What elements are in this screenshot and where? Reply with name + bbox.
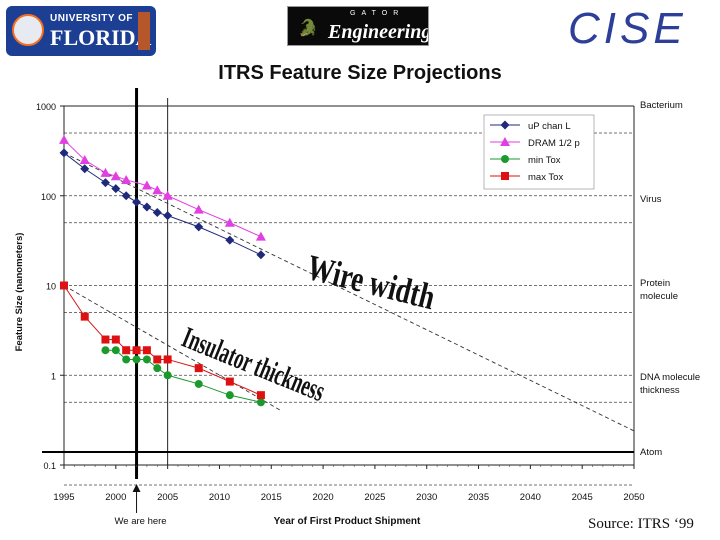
data-point (255, 231, 266, 241)
university-of-florida-logo: UNIVERSITY OF FLORIDA (6, 6, 156, 56)
eng-logo-word: Engineering (328, 21, 429, 43)
we-are-here-label: We are here (114, 516, 166, 527)
data-point (153, 355, 162, 364)
data-point (142, 202, 152, 212)
tower-icon (138, 12, 150, 50)
x-tick-label: 2050 (623, 492, 644, 503)
x-tick-label: 2005 (157, 492, 178, 503)
data-point (152, 208, 162, 218)
y-tick-label: 0.1 (43, 461, 56, 471)
wire-width-label: Wire width (303, 247, 439, 317)
data-point (110, 171, 121, 181)
legend-label: uP chan L (528, 121, 571, 132)
data-point (100, 178, 110, 188)
data-point (132, 355, 141, 364)
legend-label: DRAM 1/2 p (528, 138, 580, 149)
trend-line (63, 152, 635, 432)
x-tick-label: 2035 (468, 492, 489, 503)
reference-label: DNA molecule (640, 372, 700, 383)
reference-label: molecule (640, 291, 678, 302)
data-point (60, 281, 68, 290)
uf-logo-line2: FLORIDA (50, 25, 152, 50)
y-tick-label: 10 (46, 282, 56, 292)
data-point (101, 346, 110, 355)
source-note: Source: ITRS ‘99 (588, 516, 694, 532)
legend-label: max Tox (528, 172, 563, 183)
y-tick-label: 1 (51, 371, 56, 381)
data-point (194, 379, 203, 388)
reference-label: Bacterium (640, 100, 683, 111)
x-tick-label: 2015 (261, 492, 282, 503)
reference-label: Protein (640, 278, 670, 289)
data-point (132, 197, 142, 207)
data-point (256, 398, 265, 407)
reference-label: Atom (640, 447, 662, 458)
legend-marker (501, 172, 509, 180)
uf-logo-line1: UNIVERSITY OF (50, 13, 133, 24)
data-point (225, 377, 234, 386)
chart-title: ITRS Feature Size Projections (218, 62, 502, 84)
data-point (100, 167, 111, 177)
series-line (63, 152, 262, 256)
y-tick-label: 100 (41, 192, 56, 202)
data-point (101, 335, 110, 344)
data-point (122, 346, 131, 355)
legend-marker (500, 137, 510, 146)
data-point (153, 364, 162, 373)
data-point (132, 346, 141, 355)
arrow-up-icon (132, 484, 141, 492)
data-point (142, 346, 151, 355)
y-axis-title: Feature Size (nanometers) (14, 233, 25, 352)
cise-logo: CISE (568, 4, 687, 53)
x-axis-title: Year of First Product Shipment (274, 516, 421, 527)
x-tick-label: 2020 (313, 492, 334, 503)
reference-label: Virus (640, 194, 662, 205)
data-point (162, 190, 173, 200)
x-tick-label: 2010 (209, 492, 230, 503)
x-tick-label: 2045 (572, 492, 593, 503)
data-point (111, 346, 120, 355)
data-point (194, 222, 204, 232)
series-line (105, 349, 262, 403)
seal-icon (12, 14, 44, 46)
gator-icon: 🐊 (298, 20, 318, 37)
data-point (121, 174, 132, 184)
data-point (59, 148, 69, 158)
data-point (142, 355, 151, 364)
data-point (193, 204, 204, 214)
reference-label: thickness (640, 385, 680, 396)
data-point (111, 184, 121, 194)
x-tick-label: 2030 (416, 492, 437, 503)
data-point (111, 335, 120, 344)
legend-label: min Tox (528, 155, 561, 166)
data-point (121, 191, 131, 201)
data-point (256, 391, 265, 400)
data-point (122, 355, 131, 364)
data-point (194, 364, 203, 373)
x-tick-label: 2040 (520, 492, 541, 503)
data-point (163, 211, 173, 221)
data-point (224, 217, 235, 227)
legend-marker (500, 120, 510, 130)
data-point (256, 250, 266, 260)
data-point (141, 180, 152, 190)
x-tick-label: 1995 (53, 492, 74, 503)
data-point (163, 355, 172, 364)
eng-logo-tag: GATOR (350, 10, 405, 17)
x-tick-label: 2025 (364, 492, 385, 503)
data-point (225, 391, 234, 400)
y-tick-label: 1000 (36, 102, 56, 112)
data-point (80, 164, 90, 174)
data-point (152, 185, 163, 195)
gator-engineering-logo: 🐊 GATOR Engineering (287, 6, 429, 46)
x-tick-label: 2000 (105, 492, 126, 503)
data-point (163, 371, 172, 380)
data-point (59, 134, 69, 144)
data-point (80, 312, 89, 321)
data-point (225, 235, 235, 245)
data-point (79, 155, 90, 165)
legend-marker (501, 155, 509, 163)
